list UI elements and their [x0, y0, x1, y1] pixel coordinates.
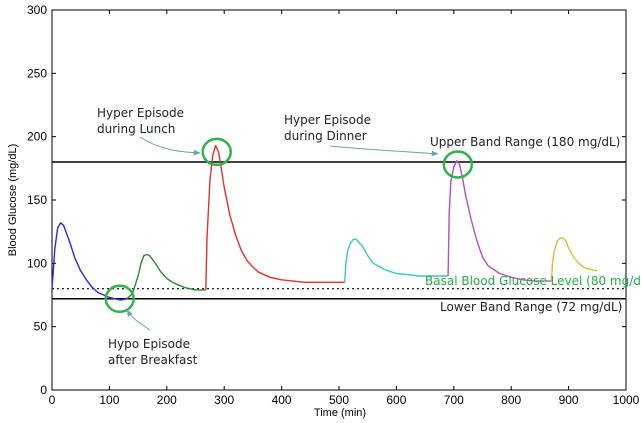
- hypo-label-line1: Hypo Episode: [108, 337, 190, 351]
- y-tick-label: 150: [27, 193, 47, 207]
- data-series: [51, 144, 598, 301]
- x-tick-label: 700: [444, 393, 464, 407]
- hyper-dinner-arrow: [329, 145, 439, 157]
- x-axis-label: Time (min): [314, 407, 366, 419]
- hyper-lunch-arrow: [139, 136, 201, 156]
- hyper-lunch-label-line2: during Lunch: [97, 122, 175, 136]
- y-tick-label: 50: [34, 320, 48, 334]
- hypo-label-line2: after Breakfast: [108, 353, 198, 367]
- highlight-circles: [104, 137, 474, 314]
- y-tick-label: 0: [40, 383, 47, 397]
- x-tick-label: 600: [386, 393, 406, 407]
- upper-band-label: Upper Band Range (180 mg/dL): [430, 135, 620, 149]
- x-tick-label: 300: [214, 393, 234, 407]
- axis-ticks: 0 100 200 300 400 500 600 700 800 900 1000 0 50 100 15…: [27, 3, 640, 407]
- y-tick-label: 300: [27, 3, 47, 17]
- x-tick-label: 1000: [613, 393, 640, 407]
- plot-frame: [51, 9, 627, 391]
- x-tick-label: 100: [99, 393, 119, 407]
- hypo-arrow: [126, 309, 151, 331]
- x-tick-label: 400: [272, 393, 292, 407]
- series-line: [447, 159, 552, 282]
- series-line: [344, 238, 449, 283]
- highlight-circle: [442, 150, 474, 179]
- highlight-circle: [201, 137, 232, 167]
- highlight-circle: [104, 284, 135, 314]
- x-tick-label: 900: [559, 393, 579, 407]
- x-tick-label: 800: [501, 393, 521, 407]
- y-axis-label: Blood Glucose (mg/dL): [7, 144, 19, 257]
- y-tick-label: 200: [27, 130, 47, 144]
- hyper-lunch-label-line1: Hyper Episode: [97, 106, 184, 120]
- x-tick-label: 500: [329, 393, 349, 407]
- series-line: [550, 237, 598, 282]
- basal-level-label: Basal Blood Glucose Level (80 mg/dL): [425, 274, 642, 288]
- reference-lines: [52, 161, 626, 300]
- y-tick-label: 100: [27, 256, 47, 270]
- lower-band-label: Lower Band Range (72 mg/dL): [440, 300, 622, 314]
- series-line: [126, 253, 206, 300]
- hyper-dinner-label-line1: Hyper Episode: [284, 113, 371, 127]
- series-line: [205, 144, 345, 290]
- x-tick-label: 200: [157, 393, 177, 407]
- hyper-dinner-label-line2: during Dinner: [284, 129, 367, 143]
- y-tick-label: 250: [27, 66, 47, 80]
- series-line: [51, 222, 127, 301]
- x-tick-label: 0: [49, 393, 56, 407]
